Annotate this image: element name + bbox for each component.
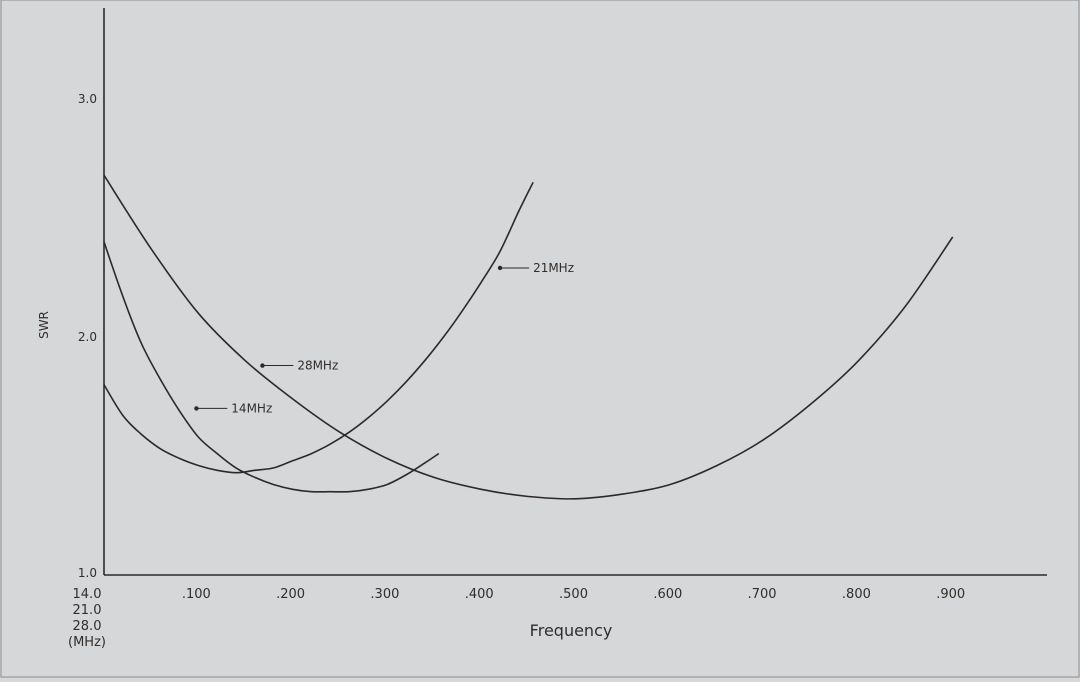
- series-labels: 14MHz 21MHz 28MHz: [194, 261, 574, 415]
- x-tick-label: 21.0: [73, 603, 102, 618]
- x-axis-title: Frequency: [530, 621, 613, 640]
- x-tick-label: .300: [370, 587, 399, 602]
- x-tick-label: .700: [748, 587, 777, 602]
- series-line-28mhz: [103, 174, 954, 500]
- x-tick-labels: 14.021.028.0(MHz) .100 .200 .300 .400 .500 .60…: [68, 587, 965, 650]
- x-tick-label: .100: [182, 587, 211, 602]
- x-tick-label: 14.0: [73, 587, 102, 602]
- x-tick-label: .400: [465, 587, 494, 602]
- y-axis-title: SWR: [37, 311, 51, 339]
- x-tick-label: (MHz): [68, 635, 106, 650]
- x-tick-label: .600: [653, 587, 682, 602]
- y-tick-label: 3.0: [78, 92, 97, 106]
- x-tick-label: 28.0: [73, 619, 102, 634]
- y-tick-label: 1.0: [78, 566, 97, 580]
- x-tick-label: .500: [559, 587, 588, 602]
- x-tick-label: .900: [936, 587, 965, 602]
- series-line-21mhz: [103, 181, 534, 474]
- series-line-14mhz: [103, 241, 440, 493]
- x-tick-label: .200: [276, 587, 305, 602]
- series-label-14mhz: 14MHz: [231, 401, 272, 415]
- series-label-28mhz: 28MHz: [297, 359, 338, 373]
- series-label-21mhz: 21MHz: [533, 261, 574, 275]
- x-tick-label: .800: [842, 587, 871, 602]
- series-curves: [103, 174, 954, 500]
- y-tick-labels: 1.0 2.0 3.0: [78, 92, 97, 580]
- y-tick-label: 2.0: [78, 330, 97, 344]
